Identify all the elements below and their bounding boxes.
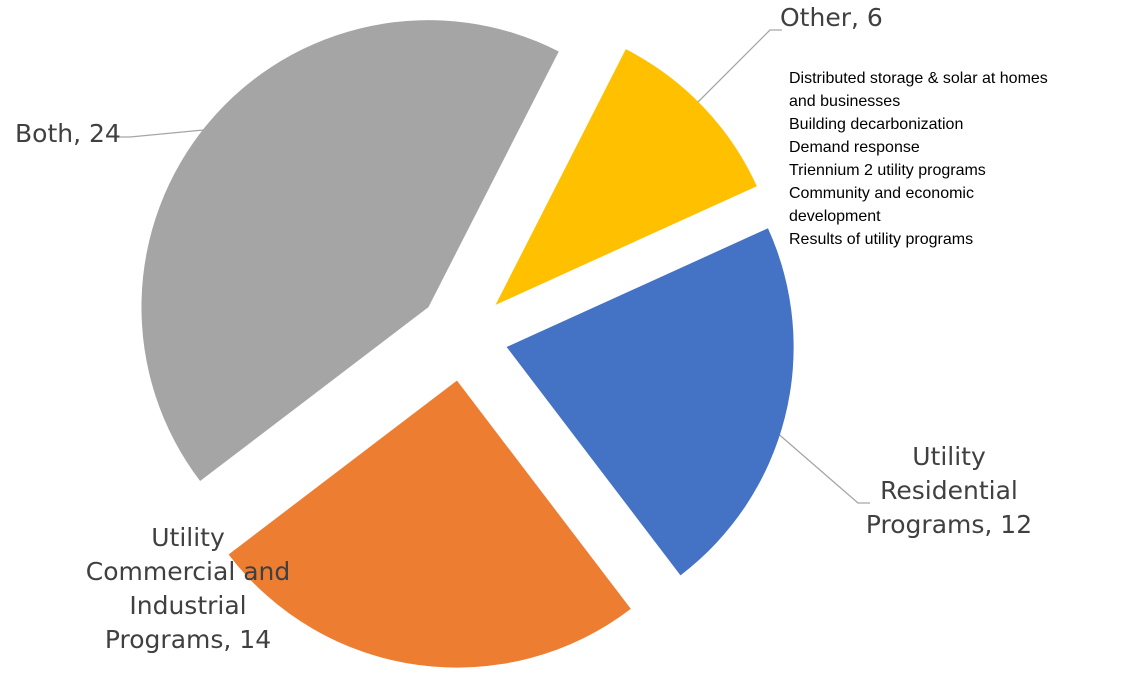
leader-line-residential [744, 404, 870, 504]
annotation-item: Triennium 2 utility programs [789, 162, 986, 179]
label-residential-line: Residential [880, 476, 1018, 505]
label-residential-line: Programs, 12 [865, 510, 1033, 539]
pie-slice-utility-residential-programs [506, 228, 794, 576]
annotation-item: Building decarbonization [789, 116, 964, 133]
annotation-item: Results of utility programs [789, 231, 974, 248]
label-commercial-line: Programs, 14 [104, 625, 272, 654]
label-commercial: Utility Commercial and Industrial Progra… [68, 521, 308, 657]
leader-line-both [118, 126, 236, 138]
label-commercial-line: Utility [151, 523, 225, 552]
label-commercial-line: Industrial [129, 591, 247, 620]
leader-line-other [675, 29, 782, 125]
other-annotation-list: Distributed storage & solar at homes and… [789, 67, 1129, 251]
annotation-item: Community and economic development [789, 185, 974, 225]
label-commercial-line: Commercial and [85, 557, 291, 586]
pie-slice-other [495, 49, 757, 305]
annotation-item: Distributed storage & solar at homes and… [789, 70, 1048, 110]
pie-slice-utility-commercial-and-industrial-programs [228, 380, 631, 668]
annotation-item: Demand response [789, 139, 920, 156]
label-residential-line: Utility [912, 442, 986, 471]
label-residential: Utility Residential Programs, 12 [842, 440, 1056, 542]
pie-slice-both [141, 20, 559, 482]
label-both: Both, 24 [15, 119, 121, 148]
label-other: Other, 6 [780, 3, 883, 32]
